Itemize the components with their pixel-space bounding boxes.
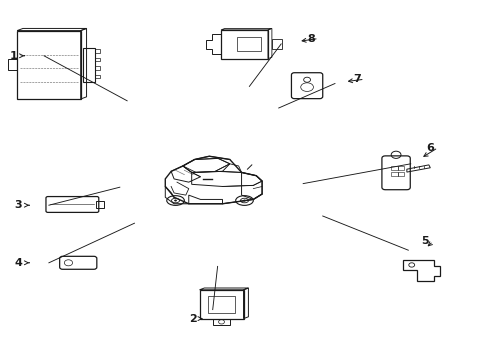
Text: 4: 4 <box>15 258 22 268</box>
Ellipse shape <box>243 200 245 201</box>
Bar <box>95 66 100 70</box>
Bar <box>95 49 100 53</box>
Bar <box>95 58 100 62</box>
Bar <box>95 75 100 78</box>
Bar <box>390 172 397 176</box>
Text: 3: 3 <box>15 200 22 210</box>
Bar <box>397 166 404 170</box>
Bar <box>212 319 230 325</box>
Bar <box>199 290 243 319</box>
Bar <box>271 39 281 49</box>
Text: 7: 7 <box>352 74 360 84</box>
Text: 5: 5 <box>421 236 428 246</box>
Bar <box>83 48 95 82</box>
Text: 6: 6 <box>426 143 433 153</box>
Bar <box>17 31 81 99</box>
Ellipse shape <box>174 200 176 201</box>
Bar <box>237 37 261 51</box>
Bar <box>208 296 234 313</box>
Text: 2: 2 <box>189 314 197 324</box>
Bar <box>8 59 17 70</box>
Bar <box>96 201 103 208</box>
Text: 8: 8 <box>306 33 314 44</box>
Bar <box>397 172 404 176</box>
Bar <box>390 166 397 170</box>
Bar <box>221 30 267 59</box>
Text: 1: 1 <box>10 51 18 61</box>
